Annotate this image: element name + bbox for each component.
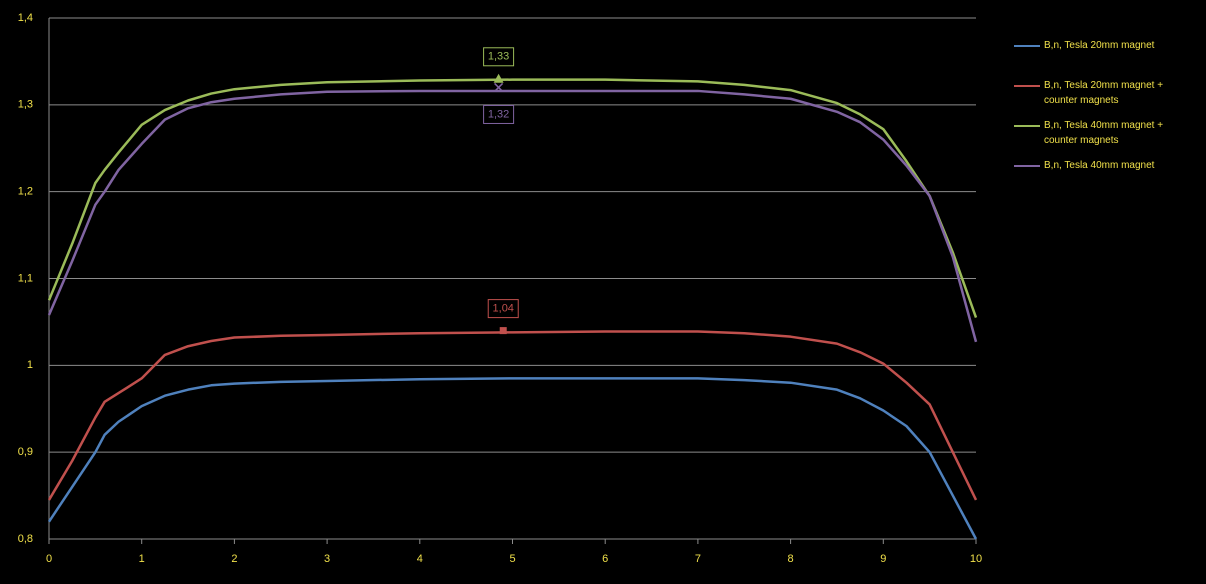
legend-swatch	[1014, 85, 1040, 87]
x-tick-label: 9	[880, 553, 886, 565]
data-label: 1,33	[488, 51, 509, 63]
y-tick-label: 1,3	[18, 99, 33, 111]
legend-label: B,n, Tesla 40mm magnet + counter magnets	[1044, 120, 1164, 146]
series-line	[47, 330, 978, 501]
legend: B,n, Tesla 20mm magnet B,n, Tesla 20mm ma…	[1014, 38, 1199, 198]
legend-label: B,n, Tesla 20mm magnet + counter magnets	[1044, 80, 1164, 106]
label-box	[483, 47, 515, 67]
x-tick-label: 2	[231, 553, 237, 565]
label-box	[483, 104, 515, 124]
y-tick-label: 0,8	[18, 533, 33, 545]
legend-swatch	[1014, 165, 1040, 167]
legend-swatch	[1014, 125, 1040, 127]
x-tick-label: 1	[139, 553, 145, 565]
x-tick-label: 10	[970, 553, 982, 565]
x-tick-label: 4	[417, 553, 423, 565]
y-tick-label: 1	[27, 359, 33, 371]
y-tick-label: 1,2	[18, 186, 33, 198]
series-line	[47, 78, 978, 318]
data-label: 1,04	[493, 303, 514, 315]
data-label: 1,32	[488, 108, 509, 120]
legend-label: B,n, Tesla 40mm magnet	[1044, 160, 1155, 171]
legend-swatch	[1014, 45, 1040, 47]
legend-entry: B,n, Tesla 20mm magnet + counter magnets	[1014, 78, 1199, 108]
legend-label: B,n, Tesla 20mm magnet	[1044, 40, 1155, 51]
x-tick-label: 5	[509, 553, 515, 565]
y-tick-label: 0,9	[18, 446, 33, 458]
series-line	[47, 377, 978, 540]
legend-entry: B,n, Tesla 40mm magnet	[1014, 158, 1199, 188]
x-tick-label: 0	[46, 553, 52, 565]
marker	[493, 73, 504, 83]
x-tick-label: 6	[602, 553, 608, 565]
label-box	[487, 299, 519, 319]
legend-entry: B,n, Tesla 20mm magnet	[1014, 38, 1199, 68]
x-tick-label: 3	[324, 553, 330, 565]
marker	[494, 82, 504, 92]
x-tick-label: 8	[788, 553, 794, 565]
legend-entry: B,n, Tesla 40mm magnet + counter magnets	[1014, 118, 1199, 148]
marker	[499, 327, 507, 335]
y-tick-label: 1,1	[18, 272, 33, 284]
x-tick-label: 7	[695, 553, 701, 565]
y-tick-label: 1,4	[18, 12, 33, 24]
series-line	[47, 89, 978, 343]
